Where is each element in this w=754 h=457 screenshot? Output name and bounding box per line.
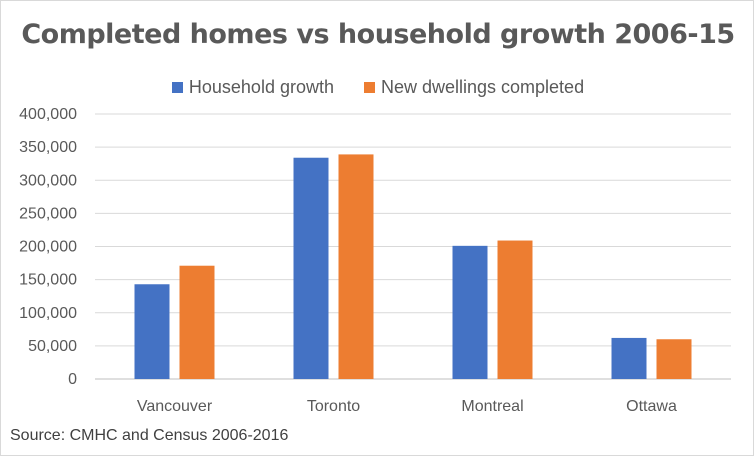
x-tick-label-vancouver: Vancouver: [137, 398, 213, 415]
y-tick-label-7: 350,000: [19, 139, 77, 156]
legend-item-new-dwellings: New dwellings completed: [363, 77, 585, 98]
chart-legend: Household growth New dwellings completed: [1, 77, 754, 98]
bar-new-dwellings-completed-montreal: [497, 240, 533, 379]
x-tick-label-ottawa: Ottawa: [626, 398, 677, 415]
legend-swatch-household-growth: [171, 82, 183, 93]
y-tick-label-0: 0: [68, 371, 77, 388]
bar-new-dwellings-completed-vancouver: [179, 265, 215, 379]
bar-new-dwellings-completed-toronto: [338, 154, 374, 379]
y-tick-label-5: 250,000: [19, 205, 77, 222]
bar-household-growth-montreal: [452, 245, 488, 379]
y-tick-label-1: 50,000: [28, 338, 77, 355]
x-tick-label-montreal: Montreal: [461, 398, 523, 415]
bar-household-growth-vancouver: [134, 284, 170, 379]
legend-swatch-new-dwellings: [363, 82, 375, 93]
y-tick-label-6: 300,000: [19, 172, 77, 189]
chart-title: Completed homes vs household growth 2006…: [21, 19, 735, 50]
bar-household-growth-toronto: [293, 157, 329, 379]
y-tick-label-8: 400,000: [19, 106, 77, 123]
x-tick-label-toronto: Toronto: [307, 398, 360, 415]
legend-label-new-dwellings: New dwellings completed: [380, 77, 585, 97]
legend-label-household-growth: Household growth: [188, 77, 334, 97]
bar-new-dwellings-completed-ottawa: [656, 339, 692, 379]
y-tick-label-4: 200,000: [19, 239, 77, 256]
legend-item-household-growth: Household growth: [171, 77, 334, 98]
source-note: Source: CMHC and Census 2006-2016: [10, 427, 289, 444]
y-tick-label-2: 100,000: [19, 305, 77, 322]
bar-household-growth-ottawa: [611, 337, 647, 379]
y-tick-label-3: 150,000: [19, 272, 77, 289]
